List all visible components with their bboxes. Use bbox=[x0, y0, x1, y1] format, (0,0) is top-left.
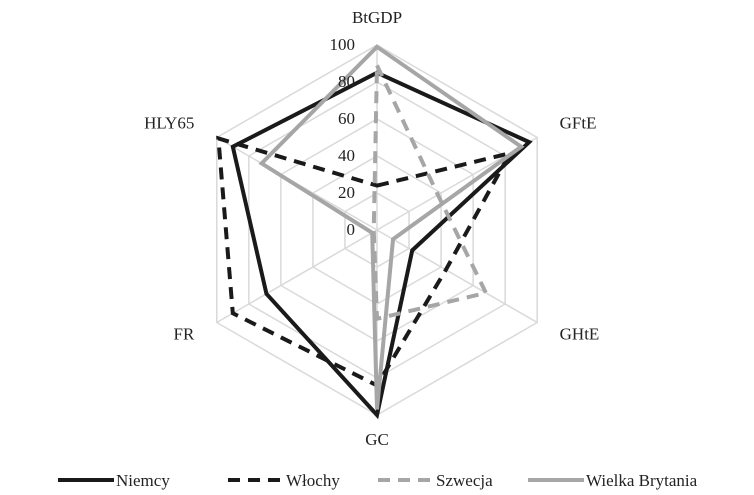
axis-label: GC bbox=[365, 430, 389, 449]
tick-label: 100 bbox=[330, 35, 356, 54]
tick-label: 80 bbox=[338, 72, 355, 91]
spoke bbox=[376, 229, 538, 324]
series-line bbox=[230, 70, 533, 420]
series-line bbox=[258, 44, 525, 410]
tick-label: 40 bbox=[338, 146, 355, 165]
legend-label: Włochy bbox=[286, 471, 340, 490]
legend-label: Wielka Brytania bbox=[586, 471, 698, 490]
series-line bbox=[371, 64, 489, 322]
axis-label: BtGDP bbox=[352, 8, 402, 27]
tick-label: 60 bbox=[338, 109, 355, 128]
spoke bbox=[216, 229, 378, 324]
axis-label: GFtE bbox=[560, 113, 597, 132]
axis-label: GHtE bbox=[560, 324, 600, 343]
tick-label: 0 bbox=[347, 220, 356, 239]
axis-label: FR bbox=[174, 324, 195, 343]
legend-label: Szwecja bbox=[436, 471, 493, 490]
tick-label: 20 bbox=[338, 183, 355, 202]
axis-label: HLY65 bbox=[144, 113, 194, 132]
legend-label: Niemcy bbox=[116, 471, 170, 490]
